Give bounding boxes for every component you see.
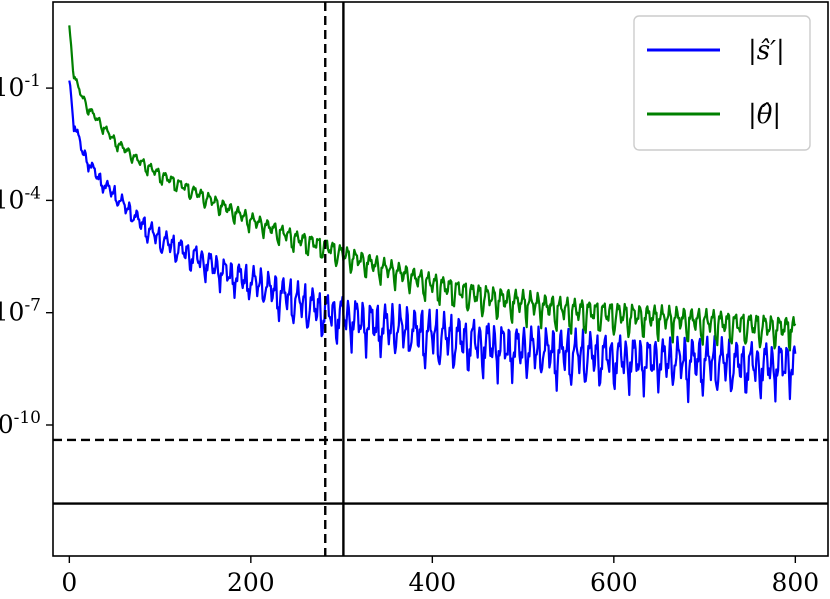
y-tick-label: 10-10 — [0, 408, 41, 439]
y-tick-label: 10-7 — [0, 296, 41, 327]
x-tick-label: 400 — [408, 568, 456, 597]
legend-label-theta: |θ̂| — [748, 100, 781, 130]
x-tick-label: 200 — [227, 568, 275, 597]
x-tick-label: 600 — [590, 568, 638, 597]
legend: |ŝ′| |θ̂| — [633, 15, 811, 151]
y-tick-label: 10-1 — [0, 71, 41, 102]
plot-frame — [52, 1, 829, 557]
y-tick-label: 10-4 — [0, 183, 41, 214]
series-line-0 — [68, 80, 797, 404]
axis-ticks: 0 200 400 600 800 10-1 10-4 10-7 10-10 — [0, 71, 819, 597]
reference-lines — [53, 2, 828, 556]
series-layer — [68, 25, 797, 404]
x-tick-label: 800 — [771, 568, 819, 597]
x-tick-label: 0 — [61, 568, 77, 597]
series-line-1 — [68, 25, 797, 352]
legend-label-s-prime: |ŝ′| — [748, 36, 785, 66]
